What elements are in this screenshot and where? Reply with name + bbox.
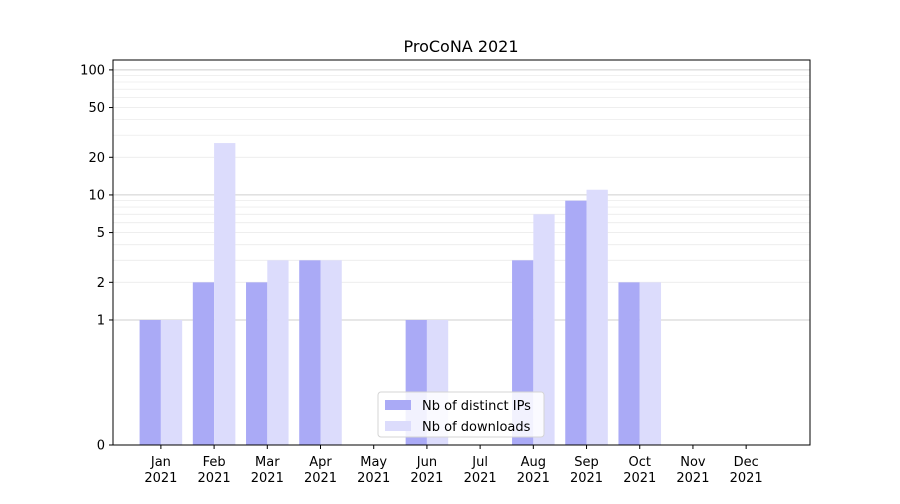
bar	[320, 260, 342, 445]
bar	[246, 282, 268, 445]
legend-label: Nb of distinct IPs	[422, 399, 531, 414]
bar	[639, 282, 662, 445]
x-tick-label-month: Mar	[255, 455, 280, 470]
x-tick-label-year: 2021	[304, 471, 337, 486]
x-tick-label-month: Oct	[628, 455, 650, 470]
x-axis: Jan2021Feb2021Mar2021Apr2021May2021Jun20…	[144, 445, 763, 486]
x-tick-label-year: 2021	[623, 471, 656, 486]
legend-swatch	[385, 421, 411, 431]
y-tick-label: 0	[97, 439, 105, 454]
x-tick-label-year: 2021	[144, 471, 177, 486]
legend: Nb of distinct IPs Nb of downloads	[377, 391, 545, 438]
legend-box	[377, 391, 545, 438]
bar	[533, 214, 555, 445]
x-tick-label-year: 2021	[730, 471, 763, 486]
bar	[565, 200, 587, 445]
x-tick-label-year: 2021	[357, 471, 390, 486]
bar	[618, 282, 640, 445]
x-tick-label-month: Jul	[471, 455, 488, 470]
x-tick-label-year: 2021	[676, 471, 709, 486]
x-tick-label-month: May	[360, 455, 387, 470]
x-tick-label-year: 2021	[251, 471, 284, 486]
x-tick-label-month: Dec	[734, 455, 759, 470]
bar	[299, 260, 321, 445]
x-tick-label-month: Aug	[521, 455, 546, 470]
y-tick-label: 10	[88, 188, 105, 203]
x-tick-label-month: Sep	[574, 455, 599, 470]
y-tick-label: 1	[97, 313, 105, 328]
x-tick-label-year: 2021	[464, 471, 497, 486]
bar	[192, 282, 215, 445]
x-tick-label-year: 2021	[410, 471, 443, 486]
y-tick-label: 50	[88, 101, 105, 116]
y-tick-label: 20	[88, 151, 105, 166]
bar	[214, 143, 236, 446]
y-axis: 0 1 2 5 10 20 50 100	[80, 63, 113, 454]
y-tick-label: 100	[80, 63, 105, 78]
legend-swatch	[385, 400, 411, 410]
x-tick-label-year: 2021	[198, 471, 231, 486]
bar	[586, 189, 608, 445]
y-tick-label: 5	[97, 226, 105, 241]
y-tick-label: 2	[97, 276, 105, 291]
x-tick-label-year: 2021	[570, 471, 603, 486]
bar	[160, 319, 183, 445]
x-tick-label-month: Apr	[309, 455, 332, 470]
x-tick-label-month: Jun	[416, 455, 437, 470]
bar	[267, 260, 289, 445]
x-tick-label-year: 2021	[517, 471, 550, 486]
x-tick-label-month: Nov	[680, 455, 706, 470]
x-tick-label-month: Feb	[203, 455, 226, 470]
plot-frame	[112, 59, 811, 446]
x-tick-label-month: Jan	[150, 455, 171, 470]
bar	[139, 319, 161, 445]
chart-title: ProCoNA 2021	[403, 37, 518, 56]
legend-label: Nb of downloads	[422, 420, 531, 435]
